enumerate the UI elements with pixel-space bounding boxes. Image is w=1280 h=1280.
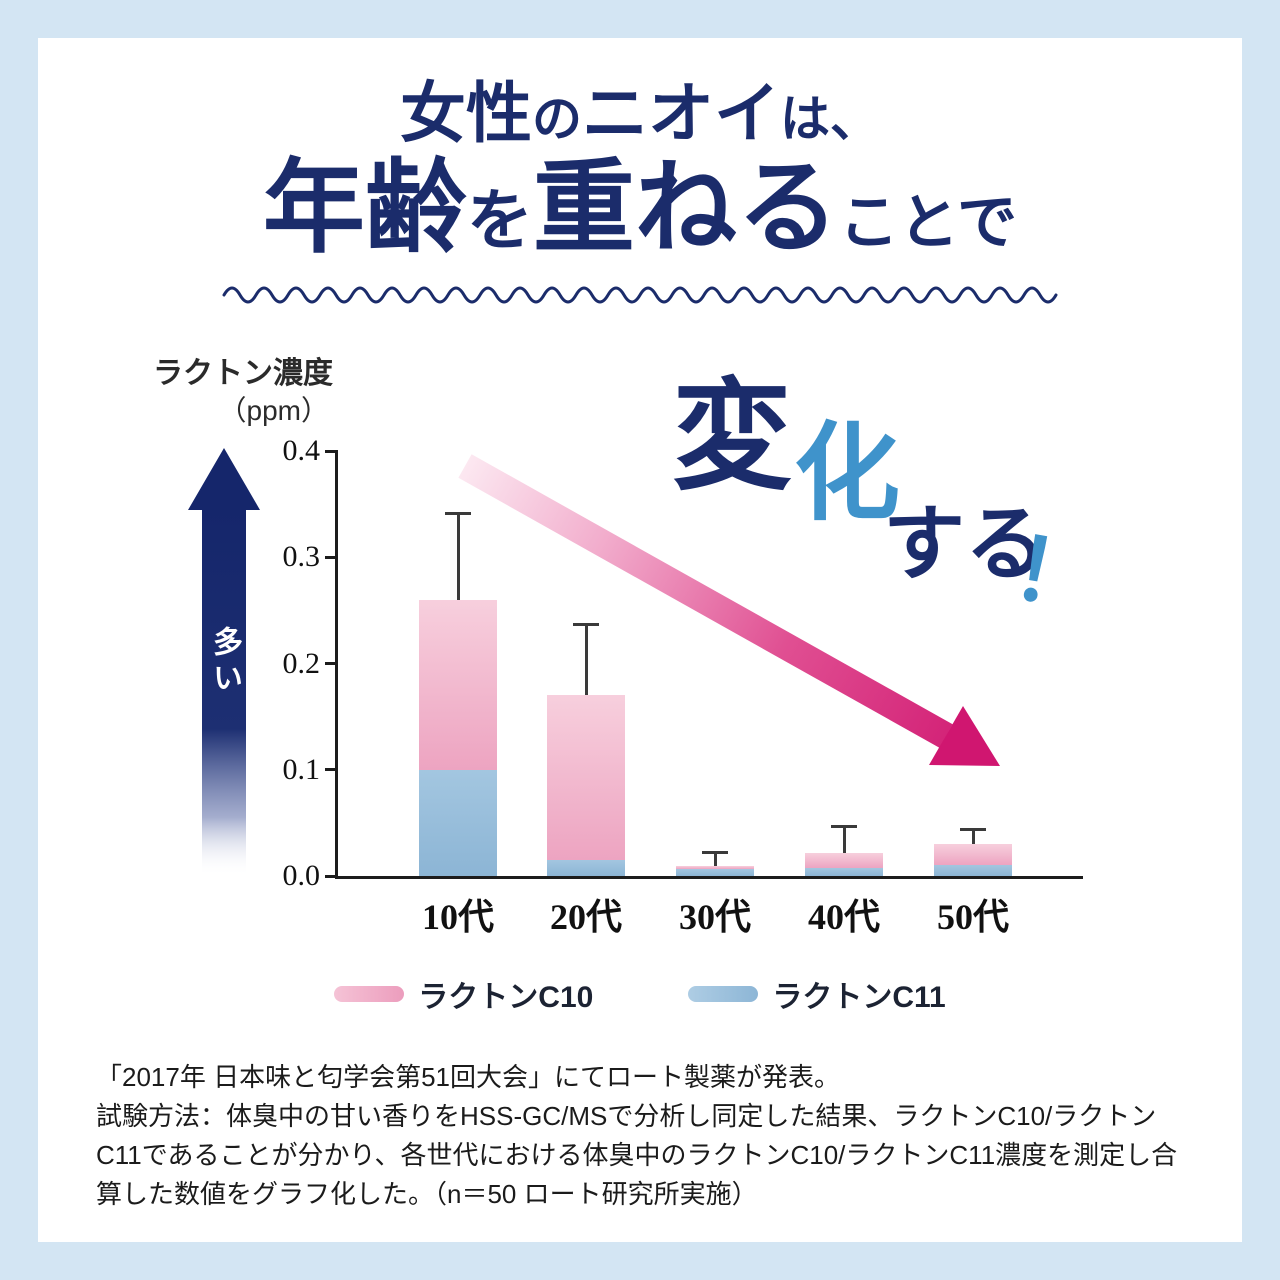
error-bar-cap: [831, 825, 857, 829]
error-bar: [456, 514, 460, 600]
y-tick-label: 0.3: [282, 540, 321, 574]
title-text: は、: [780, 91, 880, 147]
x-category-label: 40代: [807, 897, 880, 938]
footnote-body: 試験方法：体臭中の甘い香りをHSS-GC/MSで分析し同定した結果、ラクトンC1…: [96, 1101, 1178, 1210]
title-text: 女性: [400, 78, 532, 151]
error-bar: [842, 828, 846, 853]
title-line-1: 女性のニオイは、: [38, 78, 1242, 152]
error-bar: [713, 853, 717, 867]
legend-swatch-blue: [688, 986, 759, 1003]
x-category-label: 30代: [678, 897, 751, 938]
y-tick-mark: [325, 662, 338, 666]
change-text-3: する: [883, 499, 1048, 591]
chart-region: ラクトン濃度 （ppm） 多: [38, 348, 1242, 948]
footnote-line-1: 「2017年 日本味と匂学会第51回大会」にてロート製薬が発表。: [96, 1062, 840, 1093]
change-text-2: 化: [794, 416, 900, 534]
bar-segment-lactone-c10: [934, 844, 1012, 866]
error-bar-cap: [573, 623, 599, 627]
x-category-label: 20代: [549, 897, 622, 938]
title-text: を: [466, 184, 533, 258]
more-label: 多い: [208, 626, 241, 699]
legend-item-c11: ラクトンC11: [688, 972, 946, 1016]
bar-segment-lactone-c11: [805, 867, 883, 877]
y-tick-mark: [325, 768, 338, 772]
y-tick-label: 0.2: [282, 646, 321, 680]
change-text-4: ！: [1005, 520, 1107, 630]
title-line-2: 年齢を重ねることで: [38, 152, 1242, 266]
footnote: 「2017年 日本味と匂学会第51回大会」にてロート製薬が発表。 試験方法：体臭…: [96, 1058, 1182, 1214]
up-arrow-icon: [188, 448, 260, 877]
x-category-label: 10代: [421, 897, 494, 938]
wave-divider: [38, 278, 1242, 308]
title-text: 重ねる: [532, 152, 839, 266]
bar-segment-lactone-c11: [547, 860, 625, 877]
y-axis-title: ラクトン濃度 （ppm）: [118, 354, 333, 429]
content-panel: 女性のニオイは、 年齢を重ねることで ラクトン濃度 （ppm）: [38, 38, 1242, 1242]
y-tick-mark: [325, 555, 338, 559]
bar-segment-lactone-c10: [419, 599, 497, 770]
title-text: の: [532, 91, 582, 147]
error-bar-cap: [960, 828, 986, 832]
wave-icon: [222, 286, 1058, 304]
error-bar-cap: [445, 511, 471, 515]
y-tick-label: 0.1: [282, 752, 321, 786]
legend-item-c10: ラクトンC10: [334, 972, 593, 1016]
title-block: 女性のニオイは、 年齢を重ねることで: [38, 38, 1242, 264]
y-tick-mark: [325, 874, 338, 878]
legend-label: ラクトンC10: [418, 981, 594, 1015]
error-bar-cap: [702, 850, 728, 854]
y-tick-mark: [325, 449, 338, 453]
y-axis-up-arrow: 多い: [188, 448, 260, 877]
plot-area: 0.4 0.3 0.2 0.1 0.0 10代 20代 30代 40代 50代: [283, 434, 1083, 937]
y-axis-title-text: ラクトン濃度: [153, 357, 333, 391]
bar-segment-lactone-c10: [676, 866, 754, 869]
bar-segment-lactone-c11: [934, 865, 1012, 877]
chart-legend: ラクトンC10 ラクトンC11: [38, 972, 1242, 1016]
bar-segment-lactone-c10: [547, 695, 625, 861]
bar-segment-lactone-c11: [676, 868, 754, 877]
title-text: ことで: [838, 189, 1018, 256]
change-text-1: 変: [672, 371, 792, 505]
error-bar: [971, 831, 975, 845]
error-bar: [584, 626, 588, 696]
title-text: 年齢: [262, 152, 467, 266]
bar-segment-lactone-c11: [419, 769, 497, 877]
bar-segment-lactone-c10: [805, 852, 883, 868]
legend-label: ラクトンC11: [772, 981, 946, 1015]
x-category-label: 50代: [936, 897, 1009, 938]
y-axis-unit: （ppm）: [218, 395, 329, 427]
y-tick-label: 0.0: [282, 859, 321, 893]
y-tick-label: 0.4: [282, 434, 321, 468]
title-text: ニオイ: [582, 78, 780, 151]
legend-swatch-pink: [334, 986, 405, 1003]
